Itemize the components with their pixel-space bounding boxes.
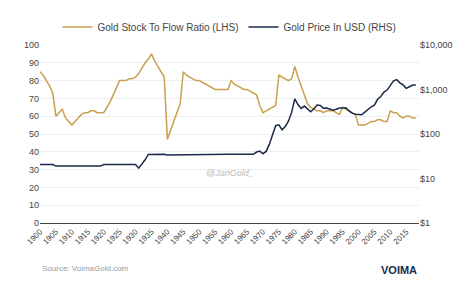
svg-text:1940: 1940 bbox=[153, 227, 172, 246]
svg-text:2015: 2015 bbox=[392, 227, 411, 246]
svg-text:1990: 1990 bbox=[312, 227, 331, 246]
svg-text:1970: 1970 bbox=[248, 227, 267, 246]
svg-text:$10: $10 bbox=[420, 174, 435, 184]
svg-text:$1: $1 bbox=[420, 218, 430, 228]
svg-text:1905: 1905 bbox=[41, 227, 60, 246]
svg-text:1980: 1980 bbox=[280, 227, 299, 246]
svg-text:10: 10 bbox=[29, 200, 39, 210]
svg-text:2000: 2000 bbox=[344, 227, 363, 246]
svg-text:30: 30 bbox=[29, 165, 39, 175]
svg-text:1960: 1960 bbox=[216, 227, 235, 246]
svg-text:Gold Stock To Flow Ratio (LHS): Gold Stock To Flow Ratio (LHS) bbox=[98, 22, 239, 33]
svg-text:VOIMA: VOIMA bbox=[381, 264, 417, 276]
svg-text:70: 70 bbox=[29, 94, 39, 104]
svg-text:1995: 1995 bbox=[328, 227, 347, 246]
svg-text:100: 100 bbox=[24, 40, 39, 50]
svg-text:1920: 1920 bbox=[89, 227, 108, 246]
svg-text:80: 80 bbox=[29, 76, 39, 86]
svg-text:$100: $100 bbox=[420, 129, 440, 139]
svg-text:2010: 2010 bbox=[376, 227, 395, 246]
svg-text:50: 50 bbox=[29, 129, 39, 139]
svg-text:1965: 1965 bbox=[232, 227, 251, 246]
svg-text:@JanGold_: @JanGold_ bbox=[206, 168, 254, 178]
svg-text:1915: 1915 bbox=[73, 227, 92, 246]
svg-text:Source: VoimaGold.com: Source: VoimaGold.com bbox=[42, 264, 129, 273]
svg-text:$1,000: $1,000 bbox=[420, 85, 448, 95]
svg-text:1955: 1955 bbox=[200, 227, 219, 246]
svg-text:60: 60 bbox=[29, 111, 39, 121]
svg-text:0: 0 bbox=[34, 218, 39, 228]
svg-text:2005: 2005 bbox=[360, 227, 379, 246]
svg-text:1935: 1935 bbox=[137, 227, 156, 246]
svg-text:1945: 1945 bbox=[169, 227, 188, 246]
svg-text:1930: 1930 bbox=[121, 227, 140, 246]
svg-text:$10,000: $10,000 bbox=[420, 40, 453, 50]
svg-text:1910: 1910 bbox=[57, 227, 76, 246]
svg-text:90: 90 bbox=[29, 58, 39, 68]
svg-text:1925: 1925 bbox=[105, 227, 124, 246]
svg-text:Gold Price In USD (RHS): Gold Price In USD (RHS) bbox=[283, 22, 395, 33]
svg-text:1975: 1975 bbox=[264, 227, 283, 246]
svg-text:1950: 1950 bbox=[185, 227, 204, 246]
svg-text:1900: 1900 bbox=[25, 227, 44, 246]
svg-text:40: 40 bbox=[29, 147, 39, 157]
svg-text:20: 20 bbox=[29, 183, 39, 193]
svg-text:1985: 1985 bbox=[296, 227, 315, 246]
